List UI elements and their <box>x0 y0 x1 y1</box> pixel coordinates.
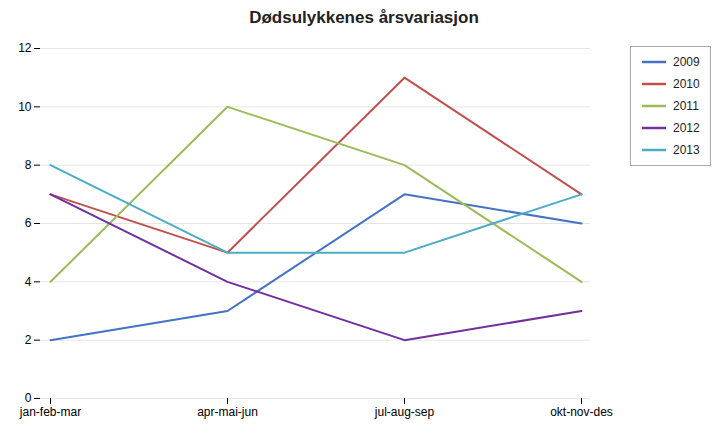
svg-text:10: 10 <box>18 100 32 114</box>
html-text:2010: 2010 <box>673 77 700 91</box>
svg-text:apr-mai-jun: apr-mai-jun <box>197 405 258 419</box>
svg-text:2: 2 <box>25 333 32 347</box>
html-text:2009: 2009 <box>673 55 700 69</box>
html-text:Dødsulykkenes årsvariasjon: Dødsulykkenes årsvariasjon <box>249 8 479 27</box>
html-text:2013: 2013 <box>673 143 700 157</box>
svg-text:okt-nov-des: okt-nov-des <box>550 405 613 419</box>
svg-text:0: 0 <box>25 391 32 405</box>
svg-text:12: 12 <box>18 41 32 55</box>
svg-text:6: 6 <box>25 216 32 230</box>
svg-text:jul-aug-sep: jul-aug-sep <box>374 405 435 419</box>
svg-text:jan-feb-mar: jan-feb-mar <box>19 405 81 419</box>
svg-text:8: 8 <box>25 158 32 172</box>
html-text:2012: 2012 <box>673 121 700 135</box>
svg-text:4: 4 <box>25 275 32 289</box>
html-text:2011: 2011 <box>673 99 699 113</box>
